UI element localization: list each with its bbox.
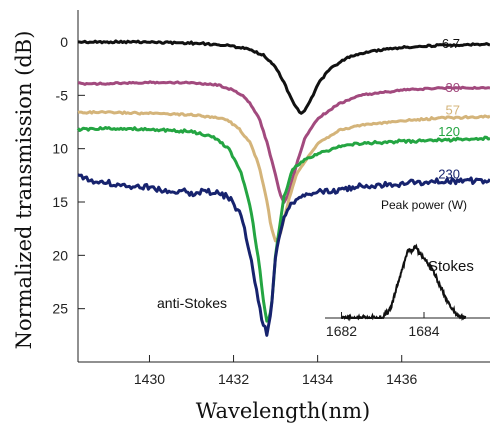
y-tick-label: 10 (52, 141, 68, 157)
y-tick-label: -5 (56, 87, 69, 103)
x-tick-label: 1430 (134, 371, 165, 387)
x-tick-label: 1432 (218, 371, 249, 387)
y-tick-label: 20 (52, 247, 68, 263)
x-tick-label: 1436 (386, 371, 417, 387)
stokes-inset: 1682 1684 Stokes (325, 243, 490, 339)
series-label: 30 (446, 80, 460, 95)
series-labels: 6.7 30 57 120 230 (438, 36, 460, 182)
inset-stokes-line (340, 243, 467, 322)
y-tick-label: 15 (52, 194, 68, 210)
series-label: 230 (438, 167, 460, 182)
series-line-120 (76, 126, 490, 323)
inset-x-tick-label: 1684 (408, 323, 439, 339)
series-label: 57 (446, 103, 460, 118)
series-label: 6.7 (442, 36, 460, 51)
peak-power-legend-title: Peak power (W) (381, 198, 467, 212)
inset-stokes-label: Stokes (428, 258, 474, 275)
series-line-230 (77, 173, 490, 337)
series-label: 120 (438, 124, 460, 139)
x-tick-label: 1434 (302, 371, 333, 387)
y-tick-label: 0 (60, 34, 68, 50)
series-layer (76, 39, 490, 337)
anti-stokes-annotation: anti-Stokes (157, 295, 227, 311)
inset-x-tick-label: 1682 (326, 323, 357, 339)
series-line-6_7 (77, 39, 490, 115)
y-tick-label: 25 (52, 301, 68, 317)
x-axis-title: Wavelength(nm) (196, 399, 370, 423)
y-axis-title: Normalized transmission (dB) (12, 31, 36, 350)
axes: 0 -5 10 15 20 25 1430 1432 1434 1436 (52, 10, 490, 387)
